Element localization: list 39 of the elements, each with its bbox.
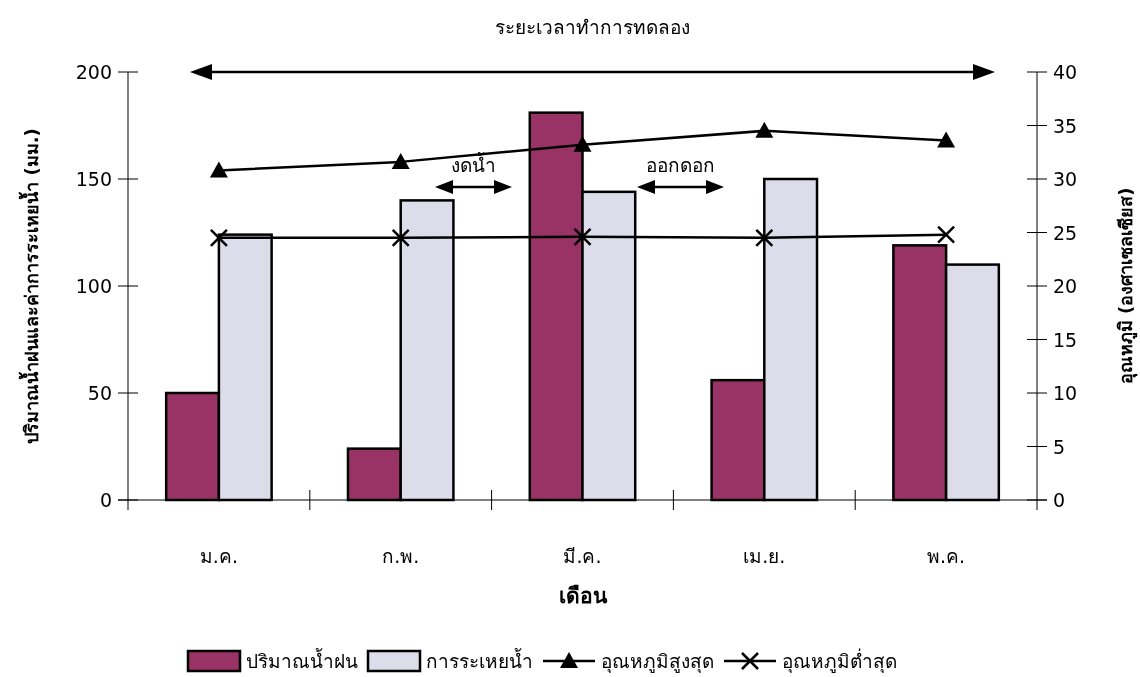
y-tick-label: 50 (87, 382, 112, 404)
text: ระยะเวลาทำการทดลอง (495, 16, 690, 38)
x-tick-label: ม.ค. (199, 545, 238, 567)
y2-tick-label: 25 (1053, 221, 1078, 244)
x-axis-title: เดือน (558, 584, 608, 608)
y2-tick-label: 35 (1053, 114, 1078, 137)
y2-tick-label: 10 (1053, 382, 1078, 404)
x-tick-label: เม.ย. (743, 545, 786, 567)
point (391, 228, 410, 248)
x-tick-label: ก.พ. (382, 545, 420, 567)
y2-tick-label: 30 (1053, 168, 1078, 190)
legend-label: ปริมาณน้ำฝน (246, 648, 358, 672)
legend-label: การระเหยน้ำ (426, 648, 533, 672)
legend-label: อุณหภูมิต่ำสุด (782, 648, 897, 674)
point (573, 227, 592, 247)
y2-tick-label: 40 (1053, 61, 1078, 83)
y-axis-title: ปริมาณน้ำฝนและค่าการระเหยน้ำ (มม.) (18, 128, 42, 444)
y-tick-label: 0 (99, 489, 112, 511)
y2-tick-label: 5 (1053, 435, 1066, 458)
point (936, 225, 956, 244)
y2-tick-label: 20 (1053, 275, 1078, 297)
point (209, 161, 228, 178)
y-tick-label: 150 (75, 168, 112, 190)
legend-label: อุณหภูมิสูงสุด (601, 650, 714, 674)
y-tick-label: 200 (75, 61, 112, 83)
point (391, 152, 410, 169)
x-tick-label: พ.ค. (927, 545, 966, 567)
y2-tick-label: 0 (1053, 489, 1066, 511)
annotation: งดน้ำ (451, 152, 496, 176)
x-tick-label: มี.ค. (563, 545, 602, 567)
y-tick-label: 100 (75, 275, 112, 297)
point (573, 135, 592, 152)
point (755, 121, 774, 138)
y2-tick-label: 15 (1053, 328, 1078, 351)
annotation: ออกดอก (646, 154, 715, 176)
point (755, 228, 774, 248)
y2-axis-title: อุณหภูมิ (องศาเซลเซียส) (1115, 187, 1138, 385)
point (209, 228, 229, 248)
point (937, 131, 956, 148)
